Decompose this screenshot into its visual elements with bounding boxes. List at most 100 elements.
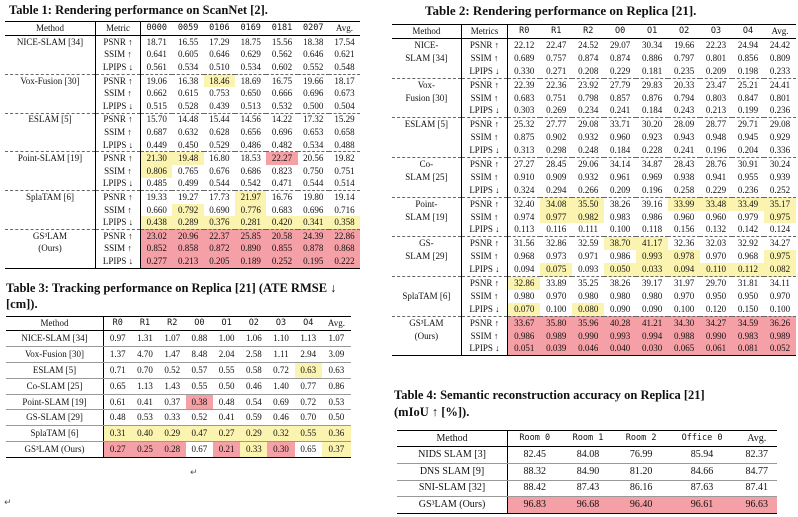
t1-row: NICE-SLAM [34] PSNR ↑ 18.71 16.55 17.29 18.75…	[5, 35, 360, 49]
t2-cell: SSIM ↑	[461, 289, 509, 303]
t3-cell: 0.72	[267, 362, 295, 379]
t1-cell	[5, 255, 96, 269]
t1-cell: 0.358	[328, 216, 360, 230]
t2-cell: 28.76	[705, 158, 727, 169]
t1-cell	[5, 48, 96, 62]
t1-cell: 0.471	[266, 177, 298, 192]
t2-cell: 0.313	[507, 144, 541, 159]
t3-cell: 0.37	[158, 394, 186, 411]
t2-cell: 0.324	[507, 183, 541, 198]
t2-header-cell: R2	[572, 24, 605, 39]
t4-cell: 86.16	[614, 480, 668, 498]
t2-cell: 24.94	[737, 39, 759, 50]
t2-row: SSIM ↑ 0.875 0.902 0.932 0.960 0.923 0.943 0.94…	[392, 131, 796, 145]
t1-cell: PSNR ↑	[95, 190, 142, 204]
t2-cell: 0.909	[546, 171, 567, 182]
t1-cell: PSNR ↑	[95, 35, 142, 49]
t1-cell: 0.878	[297, 242, 329, 256]
t1-cell: 0.289	[172, 216, 204, 230]
t2-cell: GS³LAM	[392, 316, 462, 330]
t2-cell: 0.052	[763, 342, 796, 357]
t1-cell: 0.753	[209, 88, 230, 99]
t1-cell: 17.54	[334, 36, 355, 47]
t4-cell: 84.77	[736, 463, 777, 481]
t1-cell: 0.252	[266, 255, 298, 269]
t2-cell: 0.938	[673, 171, 695, 182]
t3-cell: 1.13	[131, 378, 159, 395]
t2-cell: Fusion [30]	[392, 91, 462, 105]
t4-cell: 82.45	[507, 446, 562, 464]
t1-cell: 25.85	[235, 229, 267, 243]
t2-cell: 29.70	[705, 277, 727, 288]
t3-cell: 0.27	[213, 425, 241, 443]
t2-cell: 0.950	[705, 290, 727, 301]
t1-row: LPIPS ↓ 0.277 0.213 0.205 0.189 0.252 0.195 0.2…	[5, 255, 360, 269]
t2-cell: 33.48	[700, 197, 733, 211]
t2-cell: LPIPS ↓	[461, 144, 509, 159]
t1-cell	[5, 99, 96, 114]
t3-row: SplaTAM [6] 0.31 0.40 0.29 0.47 0.27 0.29 0.32 0…	[6, 425, 351, 443]
t2-cell: SLAM [25]	[392, 170, 462, 184]
t2-cell: 0.213	[700, 104, 733, 119]
t1-cell: 16.80	[209, 153, 230, 164]
t1-header-cell: Avg.	[328, 21, 360, 36]
t3-row: Vox-Fusion [30] 1.37 4.70 1.47 8.48 2.04 2.58 1…	[6, 346, 351, 363]
t2-cell: 29.07	[610, 39, 631, 50]
t3-cell: 0.57	[185, 362, 214, 379]
t2-cell: 34.30	[668, 316, 701, 330]
t3-cell: SplaTAM [6]	[6, 425, 104, 443]
t1-row: LPIPS ↓ 0.561 0.534 0.510 0.534 0.602 0.552 0.5…	[5, 61, 360, 75]
t2-cell: 0.857	[610, 92, 631, 103]
t4-cell: DNS SLAM [9]	[397, 463, 509, 481]
t2-cell: 0.683	[514, 92, 535, 103]
t1-cell: 0.281	[235, 216, 267, 230]
t4-header-cell: Avg.	[736, 430, 777, 447]
t4-cell: 87.63	[667, 480, 737, 498]
t4-header-cell: Room 0	[507, 430, 562, 447]
t2-cell	[392, 263, 462, 278]
t1-row: (Ours) SSIM ↑ 0.852 0.858 0.872 0.890 0.855 0.8…	[5, 242, 360, 256]
t3-cell: 2.94	[294, 346, 322, 363]
t1-cell: 0.488	[328, 138, 360, 153]
t2-cell: 0.751	[546, 92, 567, 103]
t2-cell: 0.111	[572, 223, 605, 238]
t2-cell: 30.24	[769, 158, 791, 169]
t1-cell: PSNR ↑	[95, 113, 142, 127]
t2-cell: 0.886	[642, 52, 663, 63]
t3-cell: 0.53	[321, 394, 351, 411]
t1-cell: 16.38	[177, 75, 199, 86]
t2-row: LPIPS ↓ 0.313 0.298 0.248 0.184 0.228 0.241 0.1…	[392, 144, 796, 159]
t4-cell: 87.43	[561, 480, 615, 498]
t1-row: SSIM ↑ 0.806 0.765 0.676 0.686 0.823 0.750 0.75…	[5, 164, 360, 178]
t4-cell: 87.41	[736, 480, 777, 498]
t3-header-cell: O1	[213, 316, 241, 331]
t2-cell: 22.12	[514, 39, 535, 50]
t1-cell: 22.37	[203, 229, 236, 243]
t1-cell: 0.776	[235, 203, 267, 217]
t2-cell: 0.184	[636, 104, 669, 119]
t4-cell: SNI-SLAM [32]	[397, 480, 509, 498]
t1-cell: 17.29	[209, 36, 230, 47]
t2-cell: 0.243	[668, 104, 701, 119]
t2-cell: 32.92	[737, 238, 759, 249]
t3-header-cell: Avg.	[321, 316, 351, 331]
t1-cell: LPIPS ↓	[95, 216, 142, 230]
t2-cell: 0.112	[732, 263, 764, 278]
t3-cell: 0.59	[240, 409, 268, 427]
t2-cell: 0.075	[540, 263, 573, 278]
t2-cell: 35.50	[572, 197, 605, 211]
t2-header-cell: O2	[668, 24, 701, 39]
t3-cell: 0.77	[294, 378, 322, 395]
t2-cell: 0.968	[514, 251, 535, 262]
t2-cell: 32.59	[578, 238, 599, 249]
t1-cell: 0.696	[303, 204, 324, 215]
t2-cell: 0.801	[769, 92, 791, 103]
t2-cell: 34.27	[769, 238, 791, 249]
t2-cell: 0.198	[732, 64, 764, 79]
t2-cell: 0.983	[610, 211, 631, 222]
t2-cell: 34.14	[610, 158, 631, 169]
t1-cell: SSIM ↑	[95, 164, 142, 178]
t1-cell: 16.75	[271, 75, 293, 86]
t2-cell: 0.248	[572, 144, 605, 159]
t4-cell: 88.42	[507, 480, 562, 498]
